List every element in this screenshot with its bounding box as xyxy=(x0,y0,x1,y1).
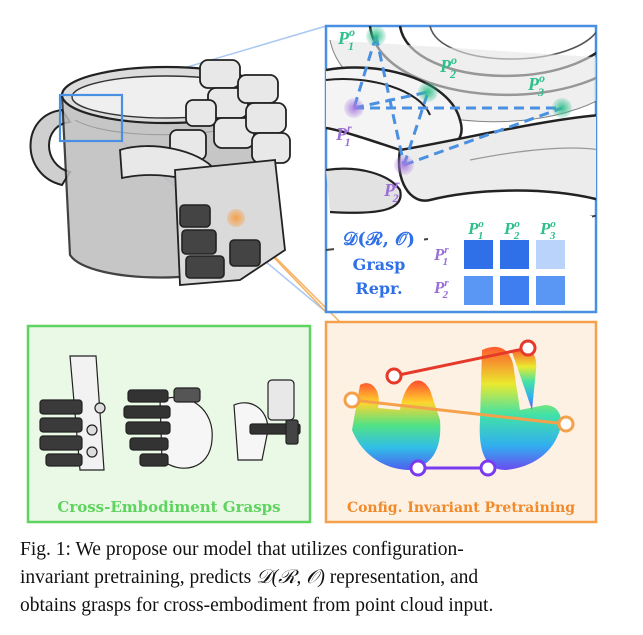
repr-grasp: Grasp xyxy=(353,255,406,274)
cross-embodiment-label: Cross-Embodiment Grasps xyxy=(57,498,280,516)
caption-line-1: Fig. 1: We propose our model that utiliz… xyxy=(20,539,464,560)
matrix-cell xyxy=(536,240,565,269)
caption-line-2-end: representation, and xyxy=(324,567,479,588)
matrix-cell xyxy=(464,240,493,269)
matrix-cell xyxy=(500,240,529,269)
cross-embodiment-panel: Cross-Embodiment Grasps xyxy=(26,324,312,524)
grasp-matrix: Po 1 Po 2 Po 3 Pr 1 Pr 2 xyxy=(428,216,592,306)
matrix-col-p2o: Po 2 xyxy=(503,218,520,242)
matrix-cell xyxy=(500,276,529,305)
matrix-row-p2r: Pr 2 xyxy=(433,277,449,301)
caption-line-3: obtains grasps for cross-embodiment from… xyxy=(20,595,494,616)
matrix-row-p1r: Pr 1 xyxy=(433,244,449,268)
label-p2r: Pr 2 xyxy=(383,177,400,205)
figure: Po 1 Po 2 Po 3 Pr 1 Pr 2 𝒟(ℛ, 𝒪) Grasp Repr. … xyxy=(26,24,598,524)
config-pretraining-label: Config. Invariant Pretraining xyxy=(347,500,575,516)
matrix-cell xyxy=(536,276,565,305)
caption-line-2-start: invariant pretraining, predicts xyxy=(20,567,257,588)
label-p1o: Po 1 xyxy=(337,25,355,53)
caption-line-2: invariant pretraining, predicts 𝒟(ℛ, 𝒪) … xyxy=(20,564,625,592)
matrix-col-p1o: Po 1 xyxy=(467,218,484,242)
caption-formula: 𝒟(ℛ, 𝒪) xyxy=(256,567,325,588)
matrix-cell xyxy=(464,276,493,305)
matrix-col-p3o: Po 3 xyxy=(539,218,556,242)
repr-repr: Repr. xyxy=(355,279,402,298)
repr-formula: 𝒟(ℛ, 𝒪) xyxy=(343,229,415,250)
zoom-panel: Po 1 Po 2 Po 3 Pr 1 Pr 2 𝒟(ℛ, 𝒪) Grasp Repr. … xyxy=(324,24,598,314)
label-p2o: Po 2 xyxy=(439,53,457,81)
config-pretraining-panel: Config. Invariant Pretraining xyxy=(324,320,598,524)
figure-caption: Fig. 1: We propose our model that utiliz… xyxy=(20,536,625,620)
label-p1r: Pr 1 xyxy=(335,121,352,149)
zoom-source-box xyxy=(58,93,124,143)
label-p3o: Po 3 xyxy=(527,71,545,99)
contact-point xyxy=(227,209,245,227)
mug-hand-illustration xyxy=(29,25,341,323)
